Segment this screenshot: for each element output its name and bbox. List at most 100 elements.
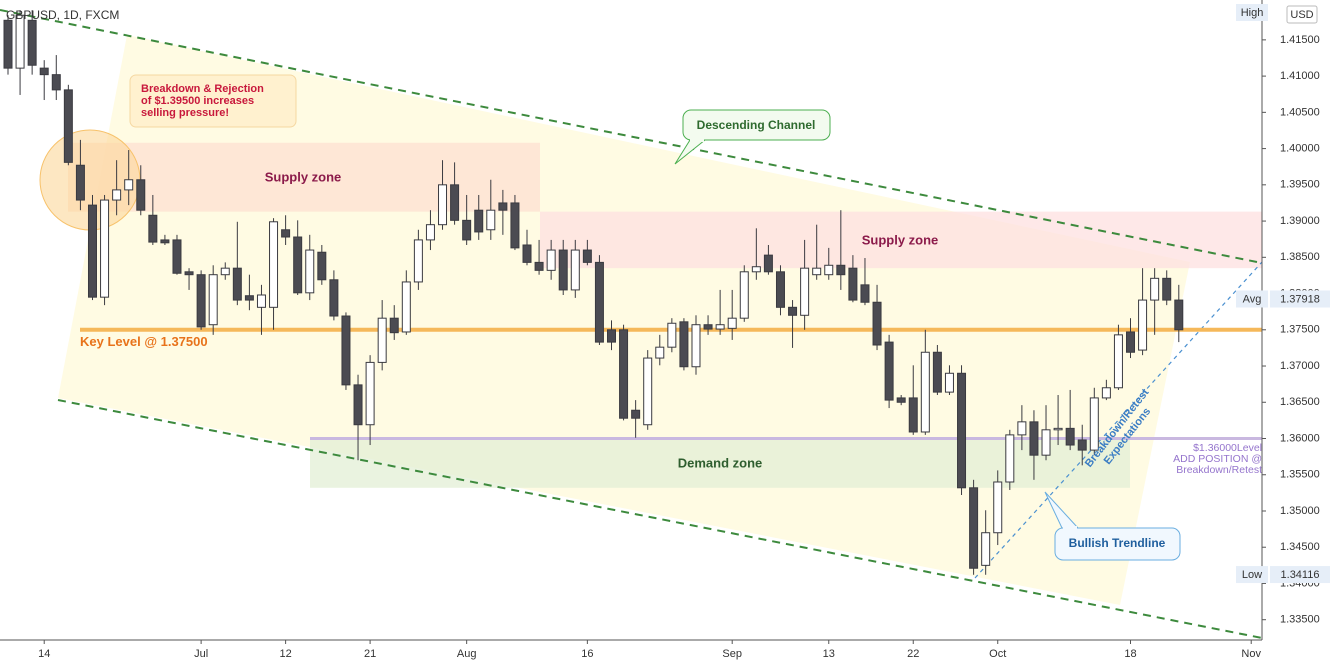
candle-body <box>1065 427 1075 446</box>
price-name-badge <box>1236 290 1268 308</box>
candle-body <box>100 199 110 298</box>
x-tick-label: Nov <box>1241 648 1261 660</box>
candle-body <box>148 214 158 243</box>
candle-body <box>679 321 689 368</box>
price-name: Avg <box>1243 293 1262 305</box>
zone-label: Supply zone <box>862 232 939 247</box>
candle-body <box>27 19 37 66</box>
time-axis-bg <box>0 640 1334 668</box>
candle-body <box>932 351 942 393</box>
y-tick-label: 1.39500 <box>1280 179 1320 191</box>
zone-label: Demand zone <box>678 455 763 470</box>
bullish-trendline <box>974 261 1263 579</box>
candle-body <box>1174 299 1184 331</box>
candle-body <box>317 251 327 281</box>
breakdown-text: of $1.39500 increases <box>141 95 254 107</box>
candle-body <box>486 209 496 231</box>
candle-body <box>619 329 629 419</box>
candle-body <box>715 324 725 330</box>
x-tick-label: 18 <box>1124 648 1136 660</box>
candle-body <box>594 261 604 343</box>
candle-body <box>377 317 387 363</box>
candle-body <box>39 67 49 76</box>
candle-body <box>425 224 435 241</box>
candle-body <box>184 271 194 276</box>
candle-body <box>969 487 979 569</box>
zone <box>68 142 540 212</box>
candle-body <box>691 324 701 368</box>
trendline-box-joint <box>1063 526 1077 530</box>
candle-body <box>643 357 653 426</box>
x-tick-label: 16 <box>581 648 593 660</box>
trendline-label: Bullish Trendline <box>1069 536 1166 550</box>
candle-body <box>244 295 254 301</box>
x-tick-label: Aug <box>457 648 477 660</box>
candle-body <box>908 397 918 433</box>
breakdown-box <box>129 74 297 128</box>
candle-body <box>498 202 508 211</box>
y-tick-label: 1.34500 <box>1280 541 1320 553</box>
candle-body <box>401 281 411 333</box>
price-name: Low <box>1242 569 1262 581</box>
y-tick-label: 1.33500 <box>1280 614 1320 626</box>
price-value-badge <box>1270 290 1330 308</box>
y-tick-label: 1.35500 <box>1280 469 1320 481</box>
zone-label: Supply zone <box>265 169 342 184</box>
candle-body <box>329 279 339 317</box>
breakdown-text: selling pressure! <box>141 107 229 119</box>
zone <box>310 438 1130 488</box>
x-tick-label: 13 <box>823 648 835 660</box>
candle-body <box>51 74 61 91</box>
candle-body <box>1077 439 1087 451</box>
high-label: High <box>1241 7 1264 19</box>
candle-body <box>993 481 1003 534</box>
candle-body <box>607 329 616 343</box>
candle-body <box>462 219 472 241</box>
chart-title: GBPUSD, 1D, FXCM <box>6 8 119 22</box>
candle-body <box>196 274 206 328</box>
y-tick-label: 1.38500 <box>1280 251 1320 263</box>
candle-body <box>800 267 810 316</box>
candle-body <box>136 179 146 211</box>
price-value-badge <box>1270 566 1330 584</box>
y-tick-label: 1.39000 <box>1280 215 1320 227</box>
candle-body <box>413 239 423 283</box>
candle-body <box>1053 427 1063 431</box>
candle-body <box>438 184 448 226</box>
trendline-pointer <box>1044 491 1079 529</box>
channel-lower-line <box>57 399 1263 639</box>
badges: High USD Avg 1.37918 Low 1.34116 <box>1236 4 1330 584</box>
high-badge <box>1236 4 1268 21</box>
price-value: 1.37918 <box>1280 293 1320 305</box>
candle-body <box>824 264 834 276</box>
candle-body <box>160 239 170 244</box>
channel-label: Descending Channel <box>697 118 816 132</box>
y-tick-label: 1.35000 <box>1280 505 1320 517</box>
y-tick-label: 1.36000 <box>1280 432 1320 444</box>
y-tick-label: 1.41500 <box>1280 34 1320 46</box>
candle-body <box>1041 429 1051 456</box>
x-tick-label: 14 <box>38 648 50 660</box>
candle-body <box>474 209 484 233</box>
candles <box>3 10 1184 575</box>
candle-body <box>124 179 134 191</box>
candle-body <box>957 372 967 489</box>
candle-body <box>703 324 713 330</box>
x-tick-label: Sep <box>722 648 742 660</box>
price-axis-bg <box>1262 0 1334 668</box>
candle-body <box>232 267 242 301</box>
candle-body <box>522 244 532 263</box>
candle-body <box>281 229 291 238</box>
candle-body <box>15 14 25 69</box>
candle-body <box>788 306 798 316</box>
candle-body <box>63 89 73 163</box>
currency-badge <box>1286 5 1318 24</box>
add-position-text: ADD POSITION @ <box>1173 453 1262 465</box>
candle-body <box>1126 331 1136 353</box>
candle-body <box>751 266 761 273</box>
candle-body <box>1138 299 1148 351</box>
breakdown-text: Breakdown & Rejection <box>141 83 264 95</box>
candle-body <box>510 202 520 249</box>
